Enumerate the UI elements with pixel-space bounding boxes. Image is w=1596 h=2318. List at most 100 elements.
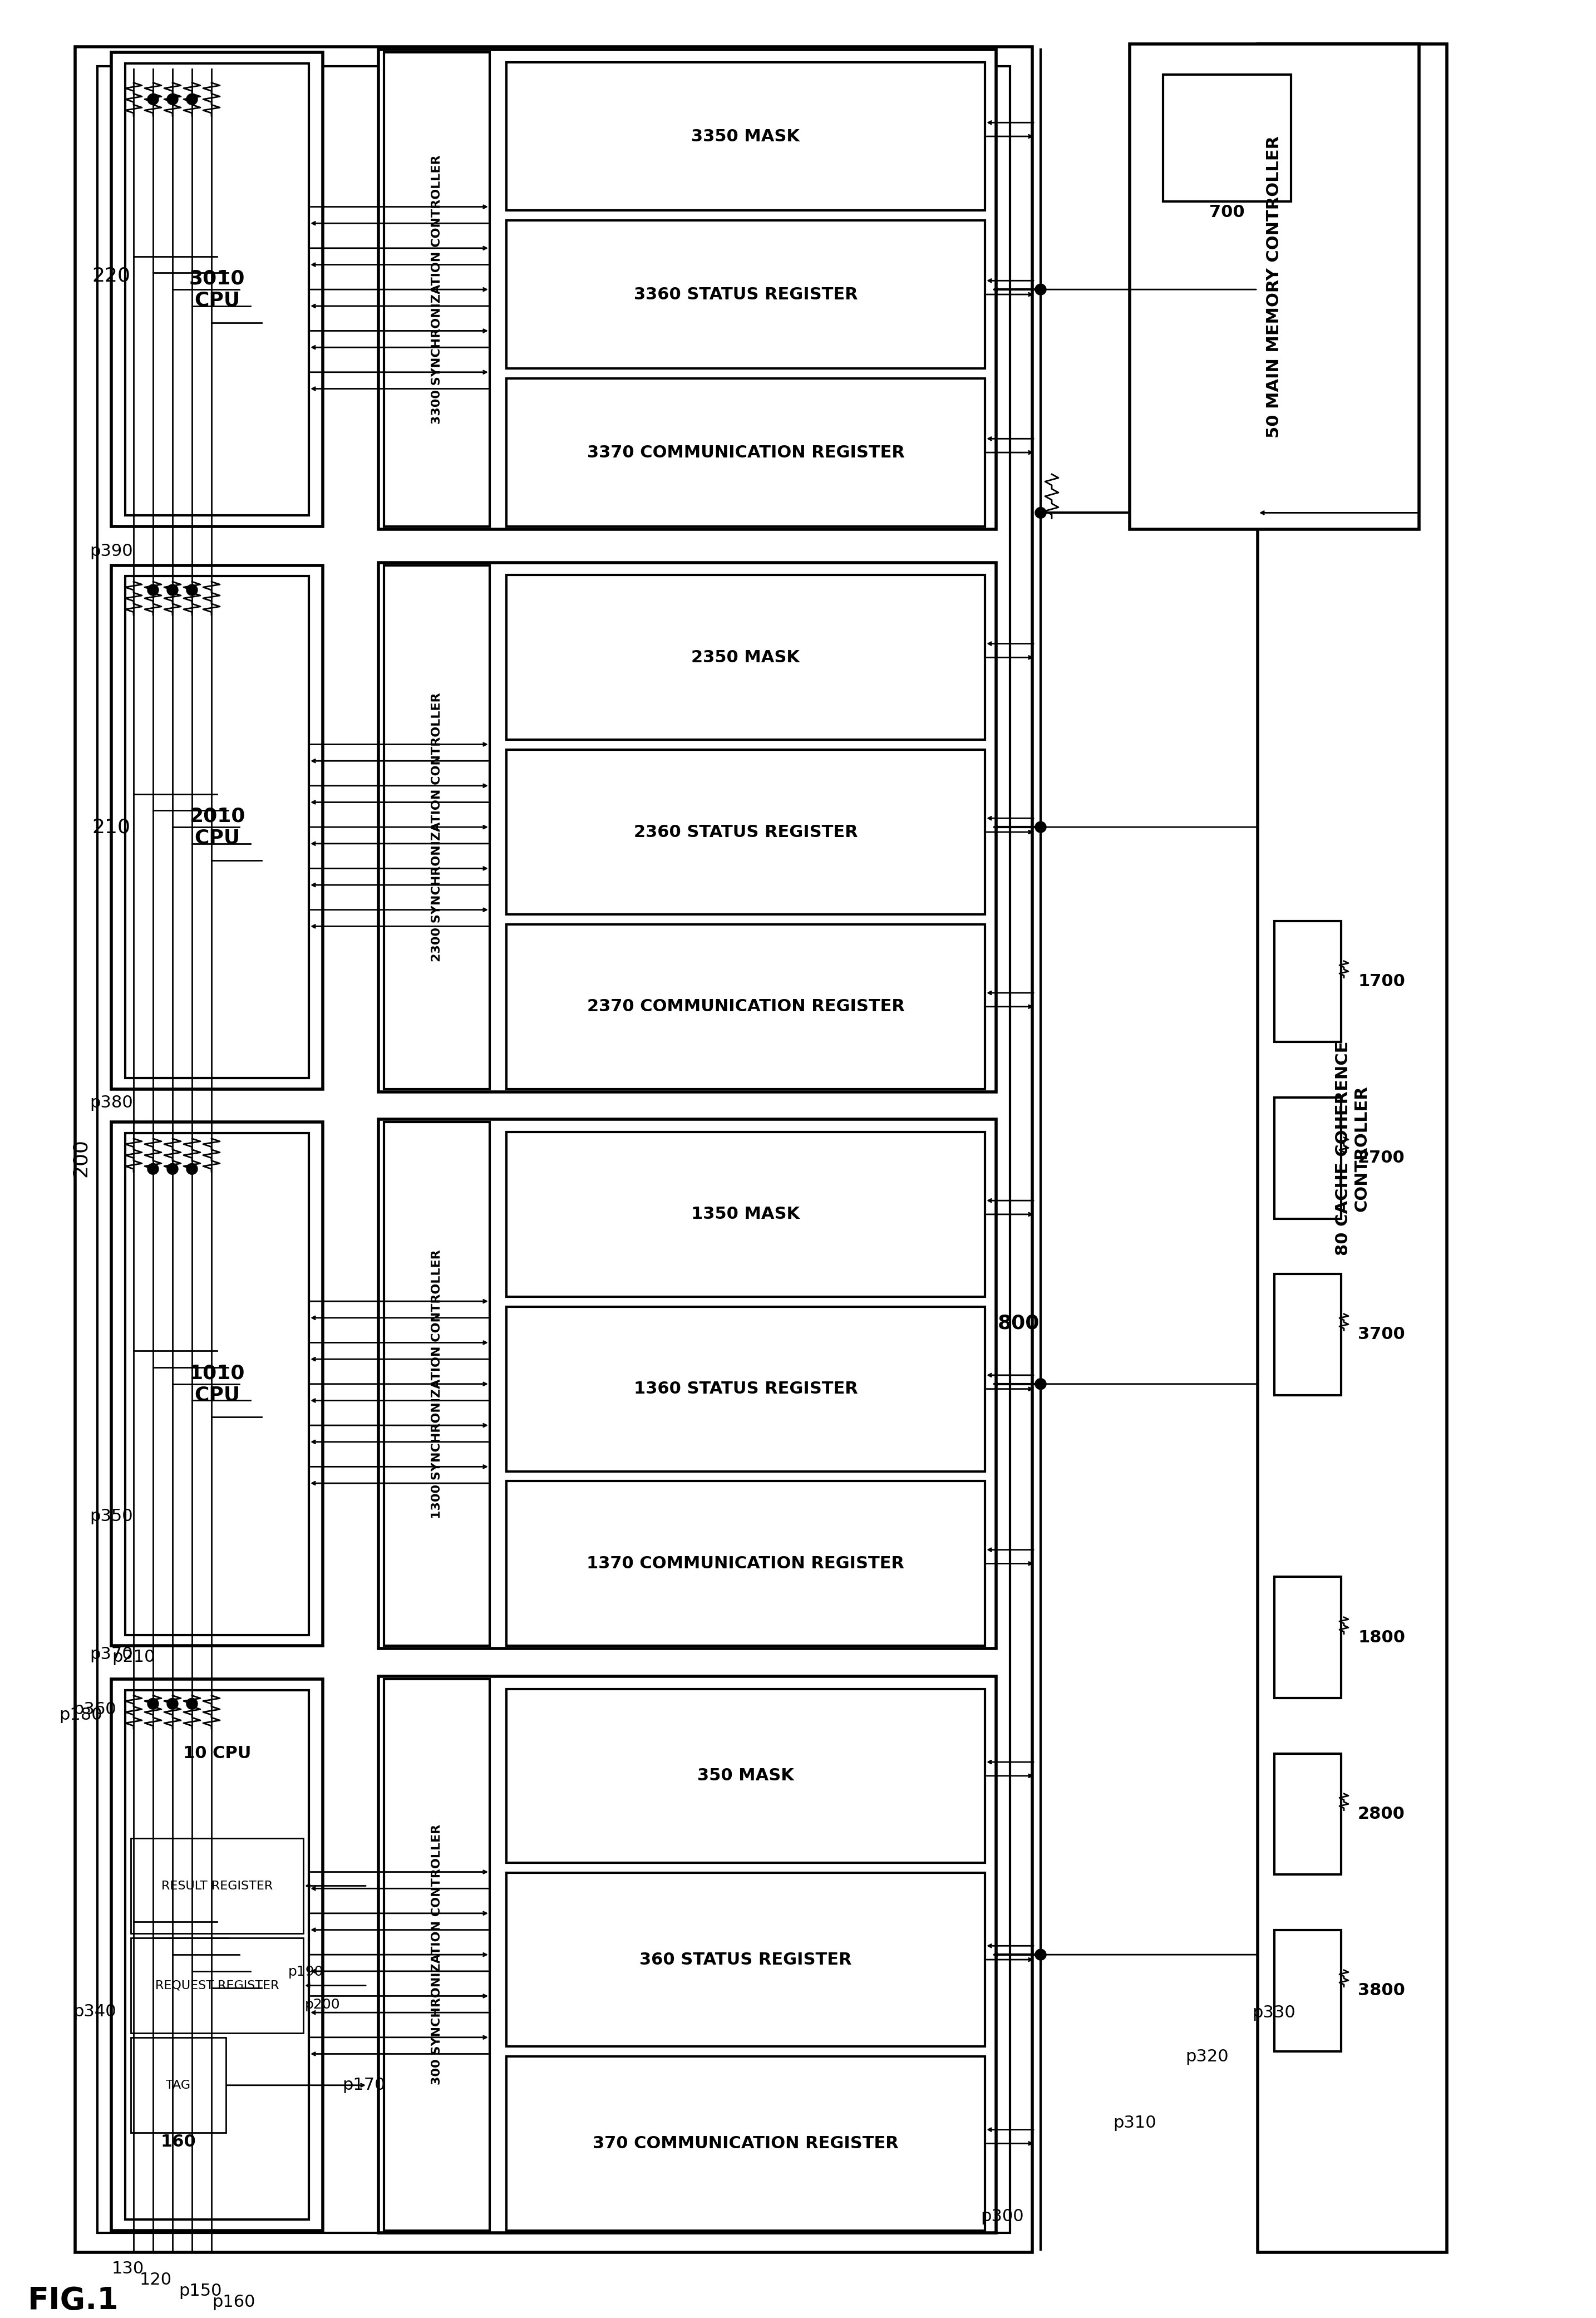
Circle shape xyxy=(147,1164,158,1175)
Text: 2350 MASK: 2350 MASK xyxy=(691,649,800,665)
Text: 1800: 1800 xyxy=(1358,1630,1404,1646)
Text: 130: 130 xyxy=(112,2260,144,2276)
Text: 350 MASK: 350 MASK xyxy=(697,1769,795,1785)
Bar xyxy=(112,53,322,526)
Circle shape xyxy=(147,584,158,596)
Bar xyxy=(124,1134,310,1634)
Text: 700: 700 xyxy=(1210,204,1245,220)
Text: p320: p320 xyxy=(1186,2049,1229,2065)
Bar xyxy=(385,1122,490,1646)
Text: 800: 800 xyxy=(997,1314,1039,1333)
Text: 1360 STATUS REGISTER: 1360 STATUS REGISTER xyxy=(634,1382,857,1398)
Bar xyxy=(378,1676,996,2232)
Circle shape xyxy=(187,1164,198,1175)
Text: p340: p340 xyxy=(73,2003,117,2019)
Text: 2360 STATUS REGISTER: 2360 STATUS REGISTER xyxy=(634,823,857,839)
Text: 300 SYNCHRONIZATION CONTROLLER: 300 SYNCHRONIZATION CONTROLLER xyxy=(431,1824,442,2084)
Circle shape xyxy=(168,1699,179,1708)
Bar xyxy=(1274,1576,1341,1699)
Text: p190: p190 xyxy=(289,1966,324,1980)
Bar xyxy=(124,1690,310,2218)
Text: 80 CACHE COHERENCE
CONTROLLER: 80 CACHE COHERENCE CONTROLLER xyxy=(1334,1041,1369,1256)
Text: 1700: 1700 xyxy=(1358,974,1404,990)
Circle shape xyxy=(1036,821,1047,832)
Bar xyxy=(131,1838,303,1933)
Text: 160: 160 xyxy=(161,2133,196,2149)
Bar xyxy=(97,67,1010,2232)
Text: 10 CPU: 10 CPU xyxy=(184,1745,251,1762)
Bar xyxy=(1274,1273,1341,1395)
Text: p170: p170 xyxy=(342,2077,385,2093)
Circle shape xyxy=(168,1164,179,1175)
Text: 50 MAIN MEMORY CONTROLLER: 50 MAIN MEMORY CONTROLLER xyxy=(1266,134,1283,438)
Bar xyxy=(506,1131,985,1296)
Bar xyxy=(506,378,985,526)
Bar xyxy=(506,575,985,739)
Text: p300: p300 xyxy=(980,2209,1025,2225)
Bar xyxy=(385,1678,490,2230)
Text: 2700: 2700 xyxy=(1358,1150,1404,1166)
Text: 210: 210 xyxy=(93,818,131,837)
Text: p390: p390 xyxy=(89,542,132,559)
Bar xyxy=(506,220,985,369)
Text: 2010
CPU: 2010 CPU xyxy=(188,807,246,848)
Bar xyxy=(124,63,310,515)
Bar xyxy=(1274,1931,1341,2051)
Text: 2800: 2800 xyxy=(1358,1806,1404,1822)
Bar xyxy=(1274,1096,1341,1219)
Text: REQUEST REGISTER: REQUEST REGISTER xyxy=(155,1980,279,1991)
Bar xyxy=(385,566,490,1089)
Bar xyxy=(112,1122,322,1646)
Text: p350: p350 xyxy=(89,1509,132,1525)
Circle shape xyxy=(187,584,198,596)
Text: 220: 220 xyxy=(93,267,131,285)
Circle shape xyxy=(1036,285,1047,294)
Bar xyxy=(1258,44,1448,2253)
Text: p180: p180 xyxy=(59,1706,102,1722)
Bar xyxy=(1274,1752,1341,1875)
Bar xyxy=(378,49,996,529)
Bar xyxy=(1274,920,1341,1043)
Bar xyxy=(385,53,490,526)
Text: p380: p380 xyxy=(89,1094,132,1110)
Text: 3010
CPU: 3010 CPU xyxy=(188,269,246,311)
Circle shape xyxy=(1036,1379,1047,1388)
Bar xyxy=(1163,74,1291,202)
Text: 3300 SYNCHRONIZATION CONTROLLER: 3300 SYNCHRONIZATION CONTROLLER xyxy=(431,155,442,424)
Text: p330: p330 xyxy=(1253,2005,1296,2021)
Text: 120: 120 xyxy=(139,2272,172,2288)
Text: 1300 SYNCHRONIZATION CONTROLLER: 1300 SYNCHRONIZATION CONTROLLER xyxy=(431,1249,442,1518)
Bar xyxy=(378,1120,996,1648)
Text: 3800: 3800 xyxy=(1358,1982,1404,1998)
Bar xyxy=(506,925,985,1089)
Text: p370: p370 xyxy=(89,1646,132,1662)
Circle shape xyxy=(187,93,198,104)
Text: p160: p160 xyxy=(212,2295,255,2311)
Text: 200: 200 xyxy=(72,1138,89,1178)
Text: 1350 MASK: 1350 MASK xyxy=(691,1205,800,1222)
Text: p150: p150 xyxy=(179,2283,222,2299)
Circle shape xyxy=(1036,508,1047,519)
Bar xyxy=(506,1873,985,2047)
Bar xyxy=(506,63,985,211)
Bar xyxy=(506,749,985,913)
Text: 3700: 3700 xyxy=(1358,1326,1404,1342)
Text: RESULT REGISTER: RESULT REGISTER xyxy=(161,1880,273,1891)
Text: FIG.1: FIG.1 xyxy=(27,2286,120,2316)
Text: p200: p200 xyxy=(305,1998,340,2012)
Text: 1010
CPU: 1010 CPU xyxy=(188,1363,246,1405)
Circle shape xyxy=(147,93,158,104)
Circle shape xyxy=(187,1699,198,1708)
Bar xyxy=(124,577,310,1078)
Text: p310: p310 xyxy=(1112,2114,1156,2130)
Bar xyxy=(112,1678,322,2230)
Bar xyxy=(506,1307,985,1472)
Text: p210: p210 xyxy=(112,1648,155,1664)
Bar xyxy=(131,1938,303,2033)
Text: 370 COMMUNICATION REGISTER: 370 COMMUNICATION REGISTER xyxy=(592,2135,899,2151)
Text: 2300 SYNCHRONIZATION CONTROLLER: 2300 SYNCHRONIZATION CONTROLLER xyxy=(431,693,442,962)
Text: 3350 MASK: 3350 MASK xyxy=(691,127,800,144)
Bar xyxy=(506,1481,985,1646)
Text: 3370 COMMUNICATION REGISTER: 3370 COMMUNICATION REGISTER xyxy=(587,445,905,461)
Circle shape xyxy=(147,1699,158,1708)
